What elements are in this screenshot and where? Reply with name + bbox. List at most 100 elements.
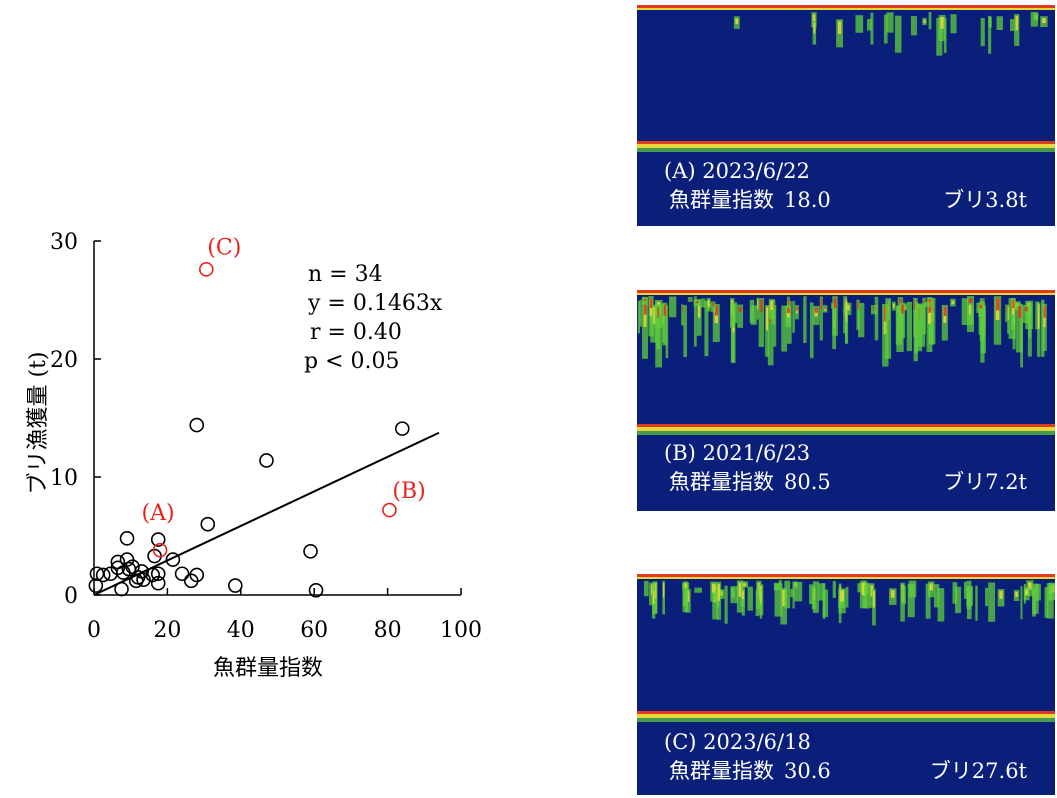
fish-echo: [1005, 306, 1007, 311]
fish-echo: [969, 298, 973, 308]
stat-line: r = 0.40: [310, 320, 402, 345]
fish-echo: [886, 12, 894, 33]
fish-echo: [790, 588, 795, 598]
seabed-line: [637, 431, 1055, 435]
fish-echo: [870, 12, 874, 45]
echogram-image: [637, 5, 1055, 152]
fish-echo: [1044, 587, 1049, 618]
fish-echo: [694, 587, 702, 593]
axes: [93, 241, 461, 596]
echogram-panel-c: (C) 2023/6/18 魚群量指数 30.6 ブリ27.6t: [637, 574, 1055, 795]
fish-echo: [773, 305, 777, 347]
fish-echo: [731, 587, 735, 598]
data-point: [88, 578, 104, 593]
fish-echo: [961, 298, 969, 326]
fish-echo: [978, 303, 985, 335]
y-axis-label: ブリ漁獲量 (t): [26, 351, 51, 494]
fish-echo: [952, 582, 958, 604]
x-tick-label: 40: [227, 618, 255, 643]
fish-echo: [738, 306, 742, 313]
fish-echo: [747, 586, 753, 611]
fish-echo: [824, 307, 827, 310]
fish-echo: [837, 21, 842, 34]
fish-echo: [925, 583, 931, 619]
fish-echo: [742, 583, 747, 587]
fish-echo: [1037, 302, 1041, 357]
fish-echo: [669, 296, 677, 318]
fish-echo: [996, 298, 1000, 311]
fish-echo: [1046, 583, 1054, 619]
fish-echo: [662, 302, 668, 346]
fish-echo: [784, 580, 791, 609]
fish-echo: [906, 301, 913, 352]
fish-echo: [964, 581, 967, 599]
data-point: [174, 566, 190, 582]
fish-echo: [931, 300, 934, 345]
fish-echo: [1025, 589, 1029, 596]
y-ticks: 0 10 20 30: [50, 230, 101, 609]
catch-amount: ブリ7.2t: [943, 470, 1027, 494]
x-tick-label: 100: [440, 618, 482, 643]
data-point: [200, 516, 216, 532]
fish-echo: [822, 583, 826, 619]
fish-echo: [682, 583, 689, 613]
fish-echo: [926, 297, 933, 352]
fish-echo: [928, 11, 932, 30]
y-tick-label: 10: [50, 466, 78, 491]
data-point: [303, 544, 318, 559]
point-label: (C): [207, 235, 241, 260]
seabed-line: [637, 711, 1055, 714]
stat-line: p < 0.05: [304, 349, 400, 374]
echogram-panel-a: (A) 2023/6/22 魚群量指数 18.0 ブリ3.8t: [637, 5, 1055, 226]
data-point: [150, 532, 166, 547]
fish-echo: [966, 588, 972, 620]
data-point: [259, 453, 274, 468]
fish-echo: [766, 307, 769, 331]
fish-echo: [818, 583, 825, 601]
fish-index-value: 30.6: [784, 759, 831, 783]
x-tick-label: 60: [300, 618, 328, 643]
fish-echo: [1042, 303, 1047, 352]
fish-echo: [655, 583, 657, 599]
fish-echo: [643, 299, 647, 315]
fish-echo: [913, 302, 918, 362]
y-tick-label: 0: [64, 584, 78, 609]
fish-echo: [684, 583, 687, 588]
fish-echo: [978, 302, 984, 318]
fish-echo: [833, 298, 837, 309]
fish-echo: [913, 297, 916, 338]
fish-echo: [724, 585, 728, 624]
fish-echo: [894, 15, 902, 53]
x-tick-label: 20: [153, 618, 181, 643]
fish-echo: [901, 585, 906, 605]
point-labels: (A) (B) (C): [142, 235, 426, 526]
fish-echo: [717, 583, 720, 601]
fish-echo: [1015, 591, 1018, 597]
fish-echo: [755, 589, 759, 617]
fish-echo: [794, 581, 803, 602]
fish-echo: [814, 307, 818, 313]
fish-echo: [985, 587, 989, 606]
fish-echo: [714, 306, 719, 316]
echogram-panel-b: (B) 2021/6/23 魚群量指数 80.5 ブリ7.2t: [637, 290, 1055, 511]
fish-echo: [845, 300, 847, 321]
fish-echo: [899, 299, 902, 305]
fish-echo: [988, 582, 996, 622]
data-point: [136, 572, 151, 587]
data-point: [227, 578, 243, 593]
fish-echo: [741, 591, 744, 600]
fish-echo: [711, 301, 716, 313]
fish-index-label: 魚群量指数: [669, 759, 774, 783]
fish-echo: [760, 300, 763, 313]
fish-echo: [757, 299, 759, 310]
fish-echo: [812, 581, 819, 613]
fish-echo: [1012, 299, 1015, 309]
data-point: [114, 581, 129, 597]
fish-echo: [874, 296, 879, 341]
fish-echo: [1005, 304, 1008, 323]
fish-echo: [1018, 305, 1022, 318]
fish-echo: [707, 299, 710, 307]
fish-echo: [883, 14, 888, 44]
fish-echo: [968, 305, 972, 315]
data-point: [382, 502, 397, 518]
